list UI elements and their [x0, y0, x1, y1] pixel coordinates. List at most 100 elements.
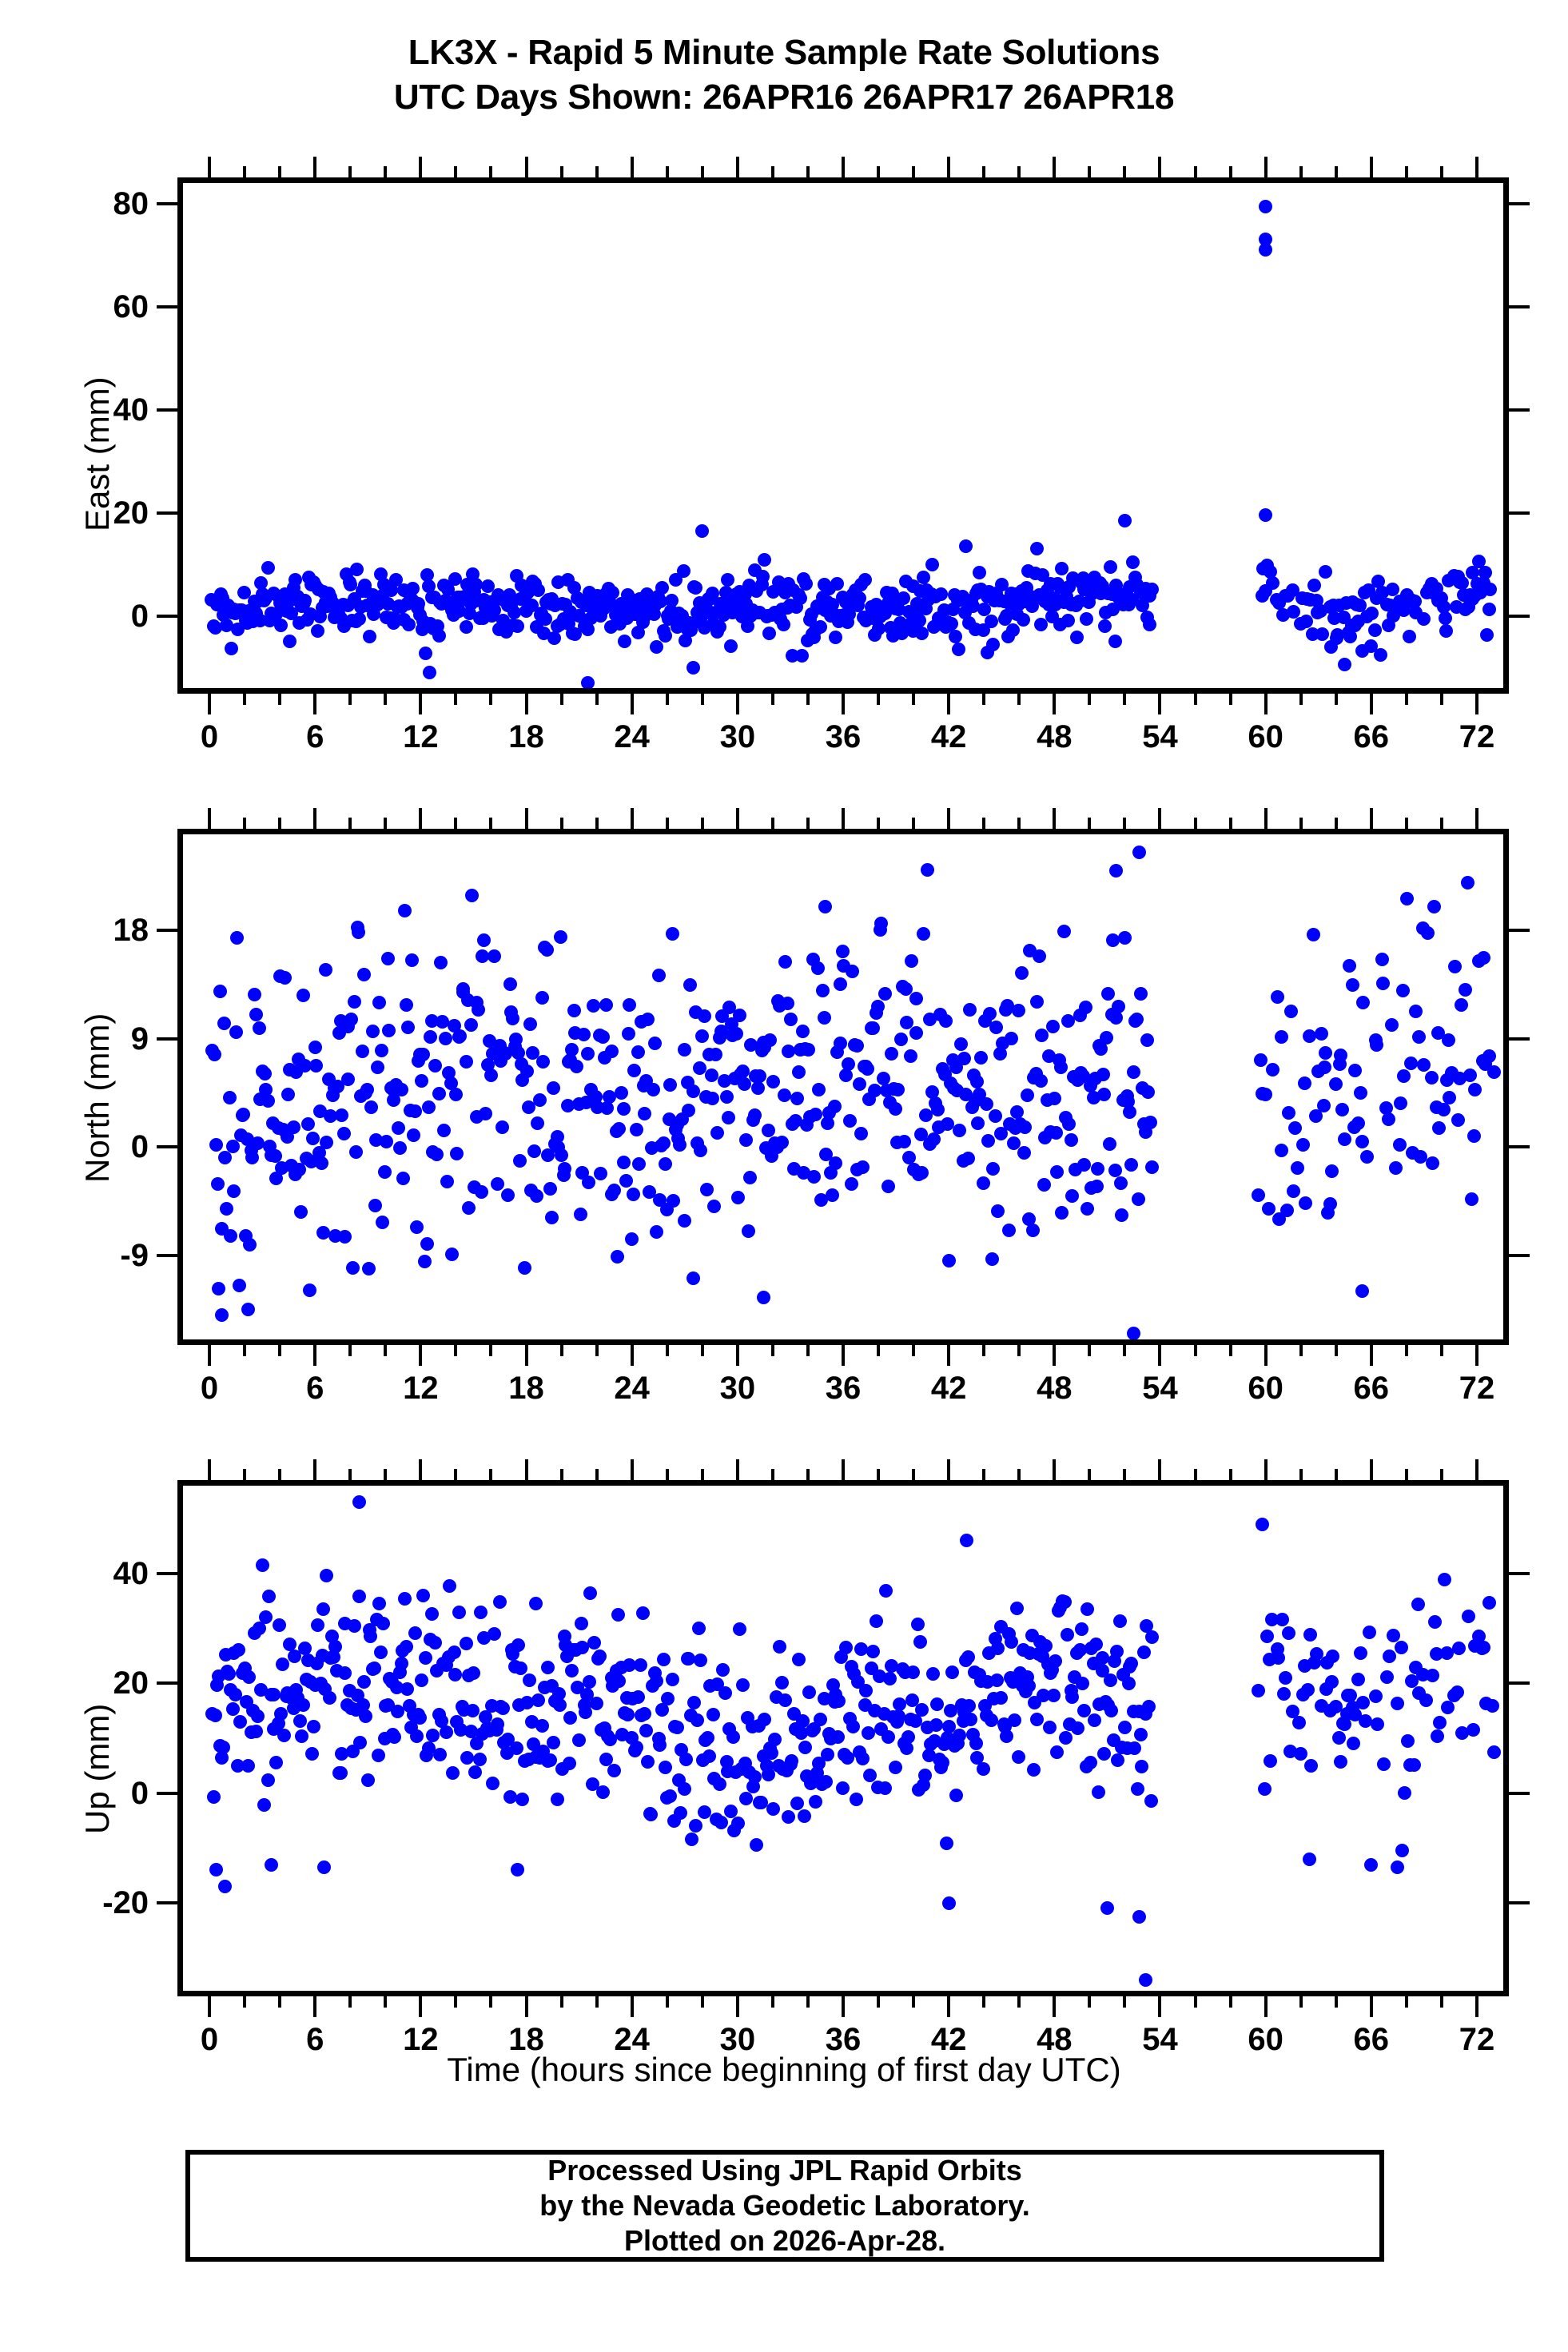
data-point [440, 1175, 454, 1189]
x-tick-top [419, 808, 423, 829]
data-point [1437, 1573, 1451, 1587]
x-tick-top [700, 166, 704, 177]
x-tick-bottom [313, 1996, 317, 2017]
x-tick-bottom [735, 694, 739, 714]
x-tick-bottom [524, 694, 528, 714]
x-tick-top [1404, 166, 1408, 177]
data-point [1282, 1105, 1296, 1120]
data-point [981, 1134, 996, 1148]
data-point [570, 1059, 584, 1073]
data-point [929, 1717, 943, 1732]
data-point [709, 1048, 723, 1062]
data-point [394, 1657, 408, 1671]
data-point [1113, 1176, 1128, 1190]
data-point [621, 1026, 635, 1041]
data-point [915, 1703, 929, 1717]
x-tick-bottom [419, 1345, 423, 1366]
data-point [1371, 1717, 1385, 1732]
y-tick-right [1509, 614, 1530, 618]
x-tick-top [595, 166, 599, 177]
data-point [1482, 1049, 1496, 1064]
data-point [300, 1117, 315, 1132]
x-tick-top [1053, 157, 1057, 177]
data-point [1272, 1651, 1286, 1666]
data-point [304, 1155, 318, 1169]
data-point [269, 1172, 284, 1186]
data-point [456, 982, 471, 997]
data-point [616, 1155, 631, 1169]
data-point [414, 1673, 428, 1687]
data-point [550, 1792, 564, 1806]
data-point [626, 1187, 640, 1201]
data-point [1342, 958, 1356, 973]
data-point [909, 1025, 924, 1040]
data-point [715, 1663, 730, 1677]
data-point [298, 1059, 312, 1073]
data-point [503, 1789, 517, 1804]
data-point [730, 1027, 744, 1041]
x-tick-label: 30 [719, 719, 756, 754]
data-point [217, 1017, 231, 1031]
data-point [1411, 1597, 1425, 1611]
x-tick-top [348, 1469, 352, 1480]
data-point [310, 624, 324, 639]
data-point [840, 1751, 854, 1765]
x-tick-bottom [947, 1345, 951, 1366]
x-tick-bottom [243, 1345, 247, 1356]
data-point [452, 1605, 466, 1619]
data-point [595, 1030, 610, 1045]
data-point [558, 1162, 572, 1176]
data-point [573, 1208, 587, 1222]
x-tick-bottom [1088, 694, 1092, 705]
plot-panel-up [177, 1480, 1509, 1996]
x-tick-top [208, 157, 212, 177]
data-point [408, 1104, 422, 1119]
x-tick-bottom [1334, 1345, 1338, 1356]
data-point [625, 1232, 639, 1247]
data-point [1353, 1086, 1367, 1100]
data-point [706, 1707, 720, 1721]
data-point [294, 1729, 308, 1744]
data-point [658, 1761, 672, 1775]
data-point [879, 1584, 893, 1598]
data-point [622, 998, 636, 1013]
data-point [605, 585, 619, 599]
data-point [1403, 1056, 1418, 1070]
data-point [229, 931, 244, 945]
data-point [464, 1017, 478, 1032]
x-tick-bottom [524, 1996, 528, 2017]
data-point [523, 1673, 537, 1688]
data-point [1252, 1188, 1266, 1203]
data-point [834, 1036, 848, 1050]
data-point [1345, 977, 1359, 992]
data-point [686, 1084, 701, 1099]
y-tick-label: 9 [130, 1021, 149, 1057]
x-tick-top [559, 818, 563, 829]
data-point [524, 599, 539, 613]
data-point [790, 1092, 805, 1106]
data-point [686, 1695, 701, 1709]
data-point [858, 573, 872, 587]
data-point [841, 1057, 855, 1072]
data-point [1110, 1645, 1124, 1659]
data-point [916, 571, 930, 585]
data-point [410, 1220, 424, 1234]
x-tick-label: 54 [1142, 719, 1178, 754]
y-tick-right [1509, 304, 1530, 308]
data-point [1425, 1668, 1439, 1682]
x-tick-top [1334, 166, 1338, 177]
x-tick-top [208, 1459, 212, 1480]
data-point [1010, 1601, 1025, 1615]
data-point [1097, 1746, 1112, 1761]
data-point [404, 953, 419, 968]
data-point [288, 572, 302, 587]
data-point [545, 1211, 559, 1224]
y-tick-label: 0 [130, 1129, 149, 1165]
y-tick-label: 0 [130, 1775, 149, 1811]
x-tick-top [947, 808, 951, 829]
x-tick-label: 12 [403, 719, 439, 754]
data-point [679, 633, 693, 647]
data-point [740, 619, 754, 634]
data-point [484, 1069, 499, 1083]
data-point [1108, 634, 1123, 648]
